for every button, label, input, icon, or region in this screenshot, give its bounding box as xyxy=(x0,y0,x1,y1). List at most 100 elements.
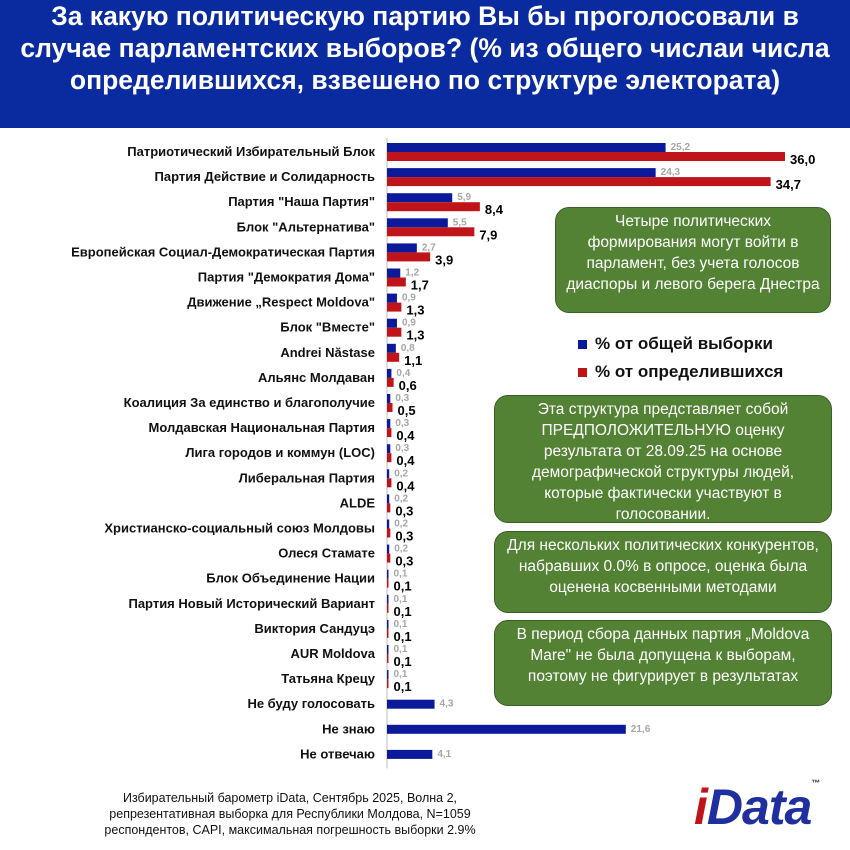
data-label-decided: 0,1 xyxy=(394,579,412,594)
bar-total xyxy=(387,699,435,709)
bar-total xyxy=(387,168,656,178)
bar-total xyxy=(387,569,389,579)
category-label: Партия Действие и Солидарность xyxy=(155,169,375,184)
bar-total xyxy=(387,293,397,303)
bar-total xyxy=(387,368,392,378)
bar-total xyxy=(387,243,417,253)
bar-decided xyxy=(387,177,771,187)
legend-label-decided: % от определившихся xyxy=(595,362,784,381)
bar-decided xyxy=(387,528,391,538)
bar-decided xyxy=(387,503,391,513)
category-label: Движение „Respect Moldova" xyxy=(187,295,375,310)
category-label: Партия "Наша Партия" xyxy=(228,194,375,209)
data-label-total: 21,6 xyxy=(631,724,651,735)
category-label: Блок Объединение Нации xyxy=(206,571,375,586)
legend-item-total: % от общей выборки xyxy=(578,334,773,354)
bar-total xyxy=(387,519,390,529)
data-label-decided: 0,5 xyxy=(398,403,416,418)
data-label-total: 0,2 xyxy=(394,544,408,555)
bar-total xyxy=(387,193,453,203)
category-label: Andrei Năstase xyxy=(280,345,375,360)
bar-decided xyxy=(387,352,400,362)
data-label-total: 0,1 xyxy=(394,644,408,655)
data-label-decided: 1,1 xyxy=(404,353,422,368)
bar-total xyxy=(387,419,391,429)
data-label-total: 5,9 xyxy=(457,192,471,203)
category-label: Альянс Молдаван xyxy=(258,370,375,385)
data-label-total: 0,1 xyxy=(394,669,408,680)
data-label-decided: 0,1 xyxy=(394,654,412,669)
data-label-decided: 8,4 xyxy=(485,202,504,217)
data-label-total: 0,1 xyxy=(394,594,408,605)
bar-total xyxy=(387,594,389,604)
bar-total xyxy=(387,670,389,680)
note-indirect-estimate: Для нескольких политических конкурентов,… xyxy=(494,531,832,613)
category-label: Христианско-социальный союз Молдовы xyxy=(104,521,375,536)
bar-decided xyxy=(387,403,393,412)
category-label: Не знаю xyxy=(322,721,375,736)
data-label-decided: 1,3 xyxy=(406,303,424,318)
data-label-total: 0,3 xyxy=(395,418,409,429)
category-label: Патриотический Избирательный Блок xyxy=(127,144,375,159)
idata-logo: iData™ xyxy=(694,778,820,835)
data-label-decided: 0,3 xyxy=(395,554,413,569)
bar-decided xyxy=(387,227,475,237)
category-label: Виктория Сандуцэ xyxy=(254,621,375,636)
data-label-total: 0,2 xyxy=(394,468,408,479)
data-label-decided: 3,9 xyxy=(435,252,453,267)
bar-total xyxy=(387,469,390,479)
bar-total xyxy=(387,318,397,328)
legend-swatch-total xyxy=(578,339,587,349)
data-label-total: 1,2 xyxy=(405,268,419,279)
data-label-total: 0,3 xyxy=(395,443,409,454)
bar-decided xyxy=(387,603,389,613)
category-label: Партия Новый Исторический Вариант xyxy=(128,596,375,611)
data-label-decided: 0,4 xyxy=(396,478,415,493)
data-label-total: 0,9 xyxy=(402,293,416,304)
data-label-total: 4,1 xyxy=(437,749,451,760)
category-label: ALDE xyxy=(340,495,376,510)
legend-swatch-decided xyxy=(578,367,587,377)
category-label: Блок "Вместе" xyxy=(280,320,375,335)
bar-total xyxy=(387,645,389,654)
bar-decided xyxy=(387,202,480,212)
data-label-decided: 1,7 xyxy=(411,278,429,293)
bar-decided xyxy=(387,277,406,287)
bar-total xyxy=(387,394,391,403)
data-label-total: 0,1 xyxy=(394,569,408,580)
data-label-decided: 0,4 xyxy=(396,453,415,468)
bar-decided xyxy=(387,302,402,312)
data-label-total: 5,5 xyxy=(453,217,467,228)
data-label-decided: 1,3 xyxy=(406,328,424,343)
chart-title: За какую политическую партию Вы бы прого… xyxy=(0,0,850,128)
data-label-decided: 0,3 xyxy=(395,529,413,544)
data-label-total: 4,3 xyxy=(440,699,454,710)
category-label: Коалиция За единство и благополучие xyxy=(124,395,375,410)
data-label-decided: 34,7 xyxy=(776,177,801,192)
note-estimate-structure: Эта структура представляет собой ПРЕДПОЛ… xyxy=(494,395,832,523)
legend-item-decided: % от определившихся xyxy=(578,362,783,382)
bar-decided xyxy=(387,453,392,463)
bar-decided xyxy=(387,654,389,663)
category-label: AUR Moldova xyxy=(291,646,376,661)
category-label: Либеральная Партия xyxy=(239,470,375,485)
bar-decided xyxy=(387,252,431,262)
bar-total xyxy=(387,749,433,759)
category-label: Олеся Стамате xyxy=(278,546,375,561)
data-label-total: 24,3 xyxy=(661,167,681,178)
category-label: Татьяна Крецу xyxy=(281,671,376,686)
data-label-total: 0,1 xyxy=(394,619,408,630)
bar-decided xyxy=(387,628,389,638)
data-label-total: 0,3 xyxy=(395,393,409,404)
bar-total xyxy=(387,544,390,554)
bar-decided xyxy=(387,327,402,337)
note-moldova-mare: В период сбора данных партия „Moldova Ma… xyxy=(494,620,832,706)
data-label-total: 0,4 xyxy=(396,368,410,379)
data-label-decided: 0,1 xyxy=(394,604,412,619)
legend-label-total: % от общей выборки xyxy=(595,334,773,353)
data-label-total: 2,7 xyxy=(422,242,436,253)
bar-total xyxy=(387,619,389,629)
bar-total xyxy=(387,143,666,152)
data-label-decided: 36,0 xyxy=(790,152,815,167)
